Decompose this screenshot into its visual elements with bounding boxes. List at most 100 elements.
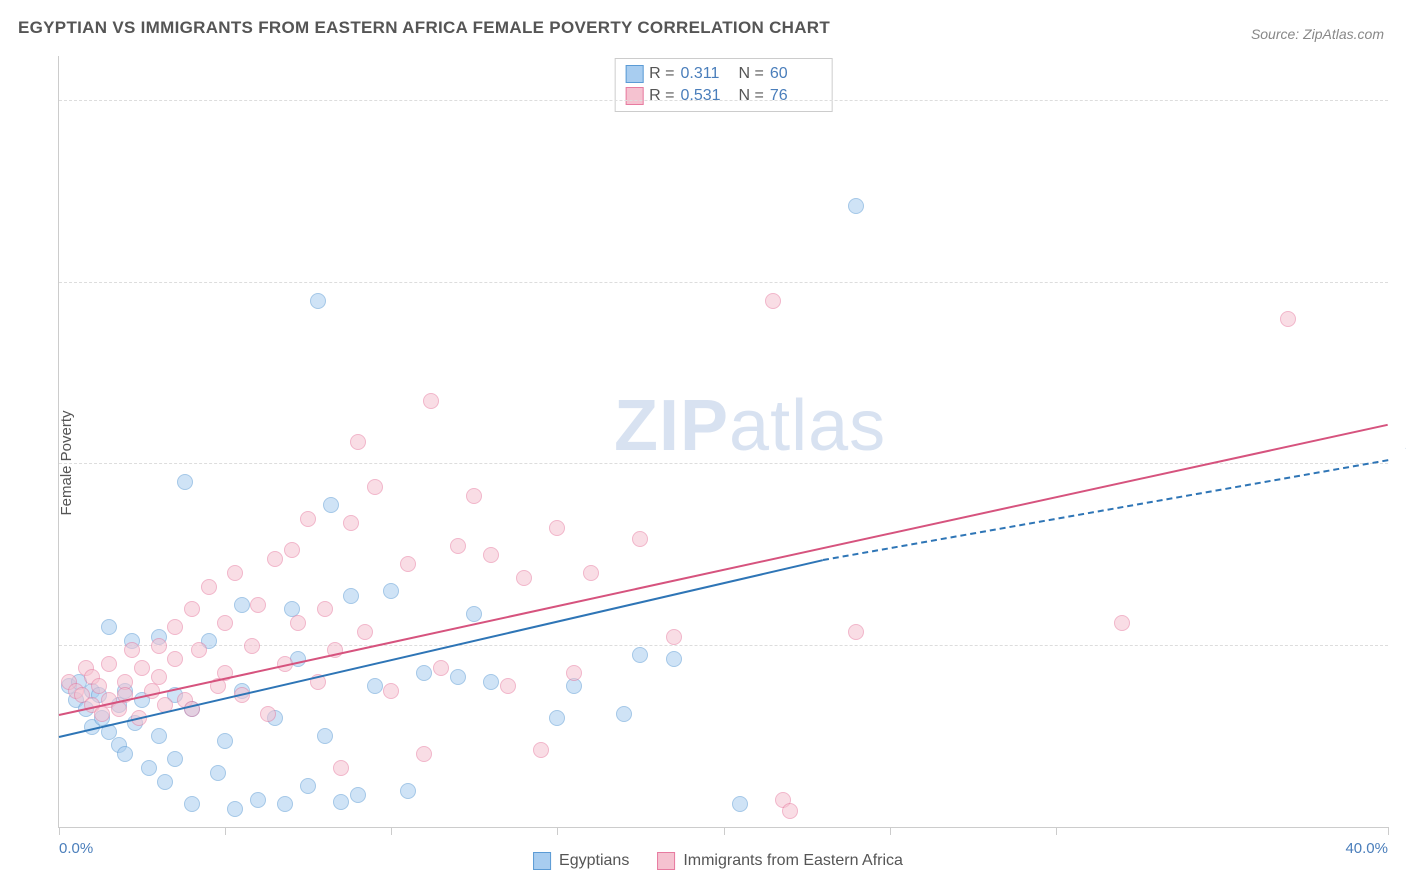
data-point [357,624,373,640]
data-point [167,619,183,635]
data-point [483,547,499,563]
data-point [549,520,565,536]
data-point [117,746,133,762]
data-point [310,293,326,309]
legend-swatch [625,65,643,83]
data-point [157,774,173,790]
data-point [450,538,466,554]
stat-n-value: 60 [770,65,822,83]
gridline [59,100,1388,101]
correlation-stats-box: R =0.311N =60R =0.531N =76 [614,58,833,112]
data-point [317,728,333,744]
data-point [666,629,682,645]
data-point [466,606,482,622]
stat-r-label: R = [649,65,674,83]
data-point [277,796,293,812]
x-tick [1388,827,1389,835]
x-tick-label: 0.0% [59,840,93,857]
data-point [433,660,449,676]
data-point [217,615,233,631]
stats-row: R =0.531N =76 [625,85,822,107]
x-tick [391,827,392,835]
data-point [141,760,157,776]
x-tick-label: 40.0% [1345,840,1388,857]
gridline [59,282,1388,283]
data-point [184,601,200,617]
data-point [101,656,117,672]
x-tick [557,827,558,835]
data-point [416,746,432,762]
data-point [400,783,416,799]
data-point [101,619,117,635]
data-point [632,531,648,547]
data-point [416,665,432,681]
data-point [177,474,193,490]
data-point [234,597,250,613]
x-tick [890,827,891,835]
data-point [191,642,207,658]
data-point [383,583,399,599]
data-point [167,751,183,767]
chart-title: EGYPTIAN VS IMMIGRANTS FROM EASTERN AFRI… [18,18,830,38]
data-point [210,765,226,781]
data-point [350,787,366,803]
data-point [549,710,565,726]
plot-area: ZIPatlas R =0.311N =60R =0.531N =76 20.0… [58,56,1388,828]
data-point [566,665,582,681]
data-point [367,479,383,495]
data-point [151,669,167,685]
data-point [466,488,482,504]
data-point [500,678,516,694]
source-attribution: Source: ZipAtlas.com [1251,26,1384,42]
data-point [1280,311,1296,327]
data-point [1114,615,1130,631]
data-point [343,515,359,531]
data-point [151,728,167,744]
data-point [383,683,399,699]
legend-swatch [657,852,675,870]
data-point [250,597,266,613]
stat-n-value: 76 [770,87,822,105]
data-point [632,647,648,663]
watermark-atlas: atlas [729,386,886,466]
data-point [317,601,333,617]
data-point [450,669,466,685]
legend-item: Immigrants from Eastern Africa [657,852,903,870]
data-point [94,706,110,722]
x-tick [724,827,725,835]
data-point [333,760,349,776]
data-point [284,542,300,558]
data-point [217,733,233,749]
watermark-zip: ZIP [614,386,729,466]
data-point [250,792,266,808]
data-point [765,293,781,309]
data-point [350,434,366,450]
watermark: ZIPatlas [614,385,886,467]
stat-r-label: R = [649,87,674,105]
data-point [201,579,217,595]
stat-n-label: N = [739,87,764,105]
data-point [134,660,150,676]
data-point [732,796,748,812]
data-point [151,638,167,654]
x-tick [59,827,60,835]
chart-container: Female Poverty ZIPatlas R =0.311N =60R =… [48,56,1388,870]
data-point [367,678,383,694]
legend-swatch [625,87,643,105]
data-point [290,615,306,631]
data-point [124,642,140,658]
data-point [167,651,183,667]
data-point [400,556,416,572]
data-point [260,706,276,722]
data-point [244,638,260,654]
data-point [782,803,798,819]
data-point [483,674,499,690]
trend-line [59,423,1388,715]
data-point [300,511,316,527]
trend-line [59,559,824,738]
data-point [848,624,864,640]
data-point [343,588,359,604]
legend-label: Immigrants from Eastern Africa [683,852,903,870]
x-tick [225,827,226,835]
x-tick [1056,827,1057,835]
